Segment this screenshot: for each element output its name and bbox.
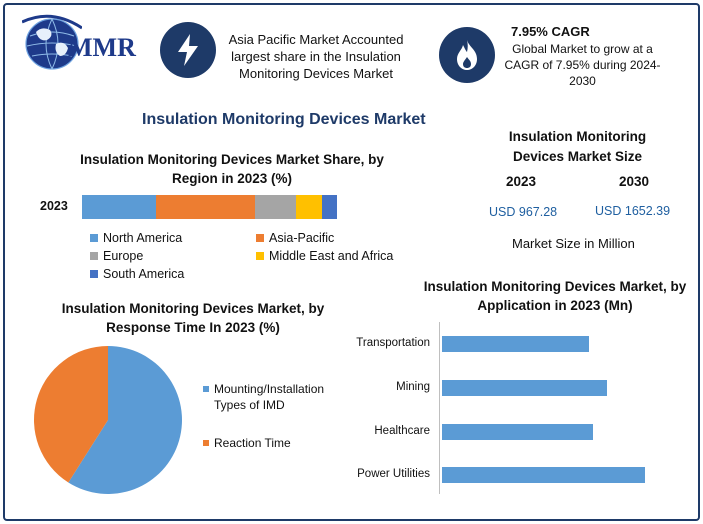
region-bar-segment-middle-east-and-africa bbox=[296, 195, 322, 219]
legend-swatch bbox=[256, 234, 264, 242]
legend-label: Europe bbox=[103, 249, 144, 263]
legend-label: Asia-Pacific bbox=[269, 231, 335, 245]
application-category-label: Mining bbox=[396, 381, 430, 393]
market-size-note: Market Size in Million bbox=[512, 236, 635, 251]
legend-europe: Europe bbox=[90, 249, 143, 263]
market-size-year-2030: 2030 bbox=[619, 174, 650, 189]
mmr-logo bbox=[21, 14, 147, 72]
legend-north-america: North America bbox=[90, 231, 182, 245]
market-size-value-2023: USD 967.28 bbox=[489, 205, 558, 219]
lightning-bolt-icon bbox=[160, 22, 216, 78]
response-time-pie-chart bbox=[34, 346, 182, 494]
legend-swatch bbox=[90, 270, 98, 278]
response-time-chart-title: Insulation Monitoring Devices Market, by… bbox=[61, 301, 325, 335]
region-bar-segment-europe bbox=[255, 195, 297, 219]
legend-swatch bbox=[203, 440, 209, 446]
region-bar-segment-north-america bbox=[82, 195, 156, 219]
application-bar-transportation bbox=[442, 336, 589, 352]
legend-label: Middle East and Africa bbox=[269, 249, 394, 263]
legend-swatch bbox=[256, 252, 264, 260]
market-size-year-2023: 2023 bbox=[506, 174, 537, 189]
application-bar-mining bbox=[442, 380, 607, 396]
pie-slice-mounting-installation bbox=[68, 346, 182, 494]
region-bar-segment-asia-pacific bbox=[155, 195, 256, 219]
application-bar-power-utilities bbox=[442, 467, 645, 483]
pie-legend-mounting: Mounting/Installation Types of IMD bbox=[203, 381, 343, 413]
region-bar-segment-south-america bbox=[321, 195, 337, 219]
cagr-title: 7.95% CAGR bbox=[511, 24, 590, 39]
application-category-label: Transportation bbox=[356, 337, 430, 349]
application-bar-healthcare bbox=[442, 424, 593, 440]
legend-label: Mounting/Installation Types of IMD bbox=[214, 382, 325, 412]
pie-slice-reaction-time bbox=[34, 346, 109, 483]
header-asia-pacific-text: Asia Pacific Market Accounted largest sh… bbox=[228, 32, 404, 81]
page-frame bbox=[3, 3, 700, 521]
legend-middle-east-africa: Middle East and Africa bbox=[256, 249, 393, 263]
cagr-text: Global Market to grow at a CAGR of 7.95%… bbox=[504, 42, 661, 88]
legend-label: South America bbox=[103, 267, 185, 281]
logo-text: MMR bbox=[68, 33, 136, 62]
globe-icon bbox=[21, 14, 83, 70]
market-size-value-2030: USD 1652.39 bbox=[595, 204, 671, 218]
main-title: Insulation Monitoring Devices Market bbox=[142, 111, 426, 128]
region-stacked-bar bbox=[82, 195, 337, 219]
region-chart-title: Insulation Monitoring Devices Market Sha… bbox=[80, 152, 384, 186]
legend-label: Reaction Time bbox=[214, 436, 291, 450]
application-chart-axis bbox=[439, 322, 440, 494]
market-size-title: Insulation Monitoring Devices Market Siz… bbox=[508, 129, 647, 164]
flame-icon bbox=[439, 27, 495, 83]
legend-label: North America bbox=[103, 231, 183, 245]
application-category-label: Healthcare bbox=[374, 425, 430, 437]
region-chart-category: 2023 bbox=[40, 199, 68, 213]
legend-swatch bbox=[203, 386, 209, 392]
legend-swatch bbox=[90, 252, 98, 260]
legend-asia-pacific: Asia-Pacific bbox=[256, 231, 334, 245]
application-category-label: Power Utilities bbox=[357, 468, 430, 480]
legend-swatch bbox=[90, 234, 98, 242]
pie-legend-reaction-time: Reaction Time bbox=[203, 435, 343, 451]
legend-south-america: South America bbox=[90, 267, 184, 281]
application-chart-title: Insulation Monitoring Devices Market, by… bbox=[423, 279, 687, 313]
